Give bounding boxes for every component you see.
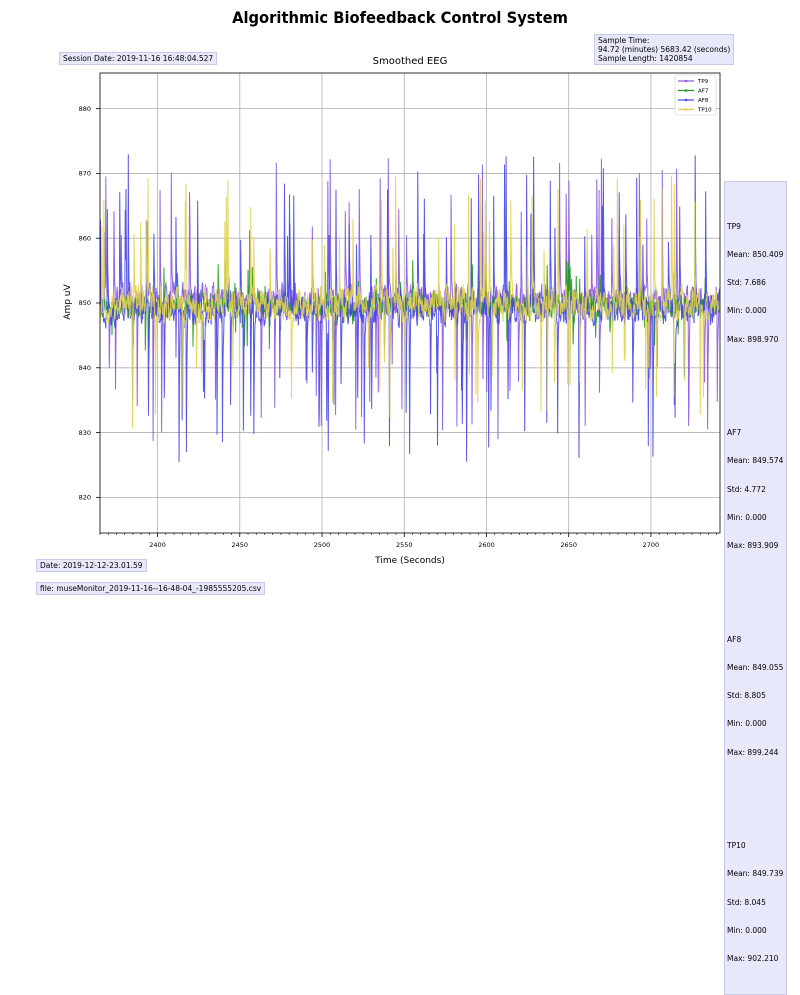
legend-label: AF8 <box>698 98 709 104</box>
stats-channel-name: AF7 <box>727 428 742 438</box>
y-tick-label: 880 <box>79 105 91 113</box>
x-tick-label: 2500 <box>314 541 331 549</box>
session-date-label: Session Date: 2019-11-16 16:48:04.527 <box>59 52 218 65</box>
legend-label: TP9 <box>697 79 709 85</box>
legend-marker <box>684 98 688 102</box>
chart-title: Smoothed EEG <box>373 56 448 67</box>
stats-tp9: TP9 Mean: 850.409 Std: 7.686 Min: 0.000 … <box>727 203 784 363</box>
plot-area <box>100 154 720 463</box>
y-tick-label: 830 <box>79 429 91 437</box>
legend: TP9 AF7 AF8 TP10 <box>674 74 717 116</box>
x-tick-label: 2400 <box>149 541 166 549</box>
stats-spacer <box>727 795 784 804</box>
sample-length-label: Sample Length: 1420854 <box>598 54 693 63</box>
series-line-af8 <box>100 154 720 463</box>
x-axis-label: Time (Seconds) <box>374 556 445 566</box>
footer-file: file: museMonitor_2019-11-16--16-48-04_-… <box>36 582 266 595</box>
y-tick-label: 840 <box>79 364 91 372</box>
stats-min: Min: 0.000 <box>727 306 767 316</box>
legend-frame <box>674 74 717 116</box>
stats-std: Std: 8.045 <box>727 897 766 907</box>
y-tick-label: 870 <box>79 170 91 178</box>
figure-title: Algorithmic Biofeedback Control System <box>232 8 568 27</box>
stats-min: Min: 0.000 <box>727 719 767 729</box>
stats-std: Std: 7.686 <box>727 278 766 288</box>
axis-ticks: 2400 2450 2500 2550 2600 2650 2700 820 830 840 850… <box>79 105 718 549</box>
stats-min: Min: 0.000 <box>727 512 767 522</box>
stats-max: Max: 898.970 <box>727 334 779 344</box>
x-tick-label: 2450 <box>232 541 249 549</box>
sample-info-box: Sample Time: 94.72 (minutes) 5683.42 (sec… <box>594 34 735 65</box>
y-axis-label: Amp uV <box>63 283 73 319</box>
stats-mean: Mean: 849.574 <box>727 456 784 466</box>
stats-max: Max: 893.909 <box>727 541 779 551</box>
legend-label: AF7 <box>698 89 709 95</box>
y-tick-label: 820 <box>79 494 91 502</box>
legend-label: TP10 <box>697 108 712 114</box>
legend-marker <box>684 79 688 83</box>
stats-min: Min: 0.000 <box>727 925 767 935</box>
sample-time-value: 94.72 (minutes) 5683.42 (seconds) <box>598 45 731 54</box>
sample-time-label: Sample Time: <box>598 36 650 45</box>
footer-date: Date: 2019-12-12-23.01.59 <box>36 559 147 572</box>
stats-max: Max: 902.210 <box>727 954 779 964</box>
stats-mean: Mean: 849.055 <box>727 662 784 672</box>
stats-max: Max: 899.244 <box>727 747 779 757</box>
legend-marker <box>684 89 688 92</box>
stats-mean: Mean: 850.409 <box>727 249 784 259</box>
x-tick-label: 2700 <box>643 541 660 549</box>
y-tick-label: 860 <box>79 234 91 242</box>
series-line-tp10 <box>100 176 720 428</box>
stats-af7: AF7 Mean: 849.574 Std: 4.772 Min: 0.000 … <box>727 409 784 569</box>
stats-tp10: TP10 Mean: 849.739 Std: 8.045 Min: 0.000… <box>727 822 784 982</box>
stats-std: Std: 8.805 <box>727 691 766 701</box>
x-tick-label: 2650 <box>560 541 577 549</box>
stats-channel-name: TP10 <box>727 841 746 851</box>
y-tick-label: 850 <box>79 299 91 307</box>
stats-channel-name: TP9 <box>727 221 741 231</box>
stats-channel-name: AF8 <box>727 634 742 644</box>
legend-marker <box>684 108 688 111</box>
stats-mean: Mean: 849.739 <box>727 869 784 879</box>
x-tick-label: 2550 <box>396 541 413 549</box>
stats-std: Std: 4.772 <box>727 484 766 494</box>
eeg-chart: Smoothed EEG 2400 2450 2500 2550 2600 2650 270… <box>63 56 721 566</box>
stats-af8: AF8 Mean: 849.055 Std: 8.805 Min: 0.000 … <box>727 616 784 776</box>
x-tick-label: 2600 <box>478 541 495 549</box>
